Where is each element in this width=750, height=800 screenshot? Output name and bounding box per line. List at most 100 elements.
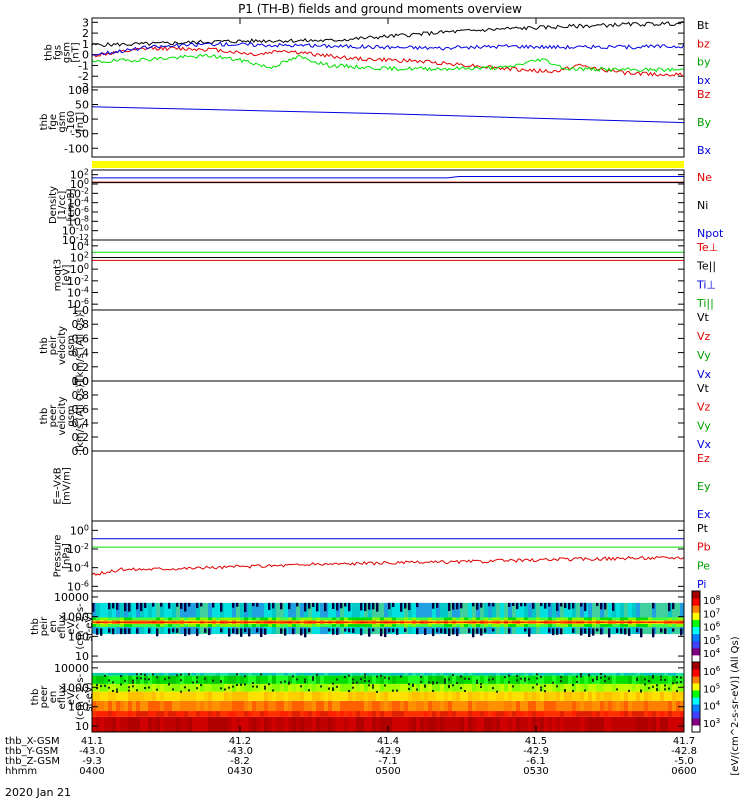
spectro-cell <box>252 621 257 623</box>
spectro-cell <box>260 683 265 692</box>
spectro-cell <box>216 675 221 684</box>
spectro-cell <box>136 689 138 692</box>
spectro-cell <box>356 681 358 684</box>
spectro-cell <box>240 711 245 717</box>
ylabel-peer_spectrogram-0: thb <box>30 689 41 706</box>
spectro-cell <box>504 675 509 684</box>
panel-moqt3: moqt3[eV]10410210010-210-410-6Te⊥Te||Ti⊥… <box>53 239 719 311</box>
ytick-label-fge: 50 <box>75 99 89 112</box>
spectro-cell <box>364 621 369 623</box>
spectro-cell <box>200 716 205 732</box>
legend-density-0: Ne <box>697 171 712 184</box>
spectro-cell <box>188 672 193 676</box>
spectro-cell <box>332 691 337 701</box>
spectro-cell <box>188 621 193 623</box>
spectro-cell <box>540 675 545 684</box>
ytick-label-density: 102 <box>70 168 89 182</box>
spectro-cell <box>428 672 433 676</box>
spectro-cell <box>308 716 313 732</box>
spectro-cell <box>232 621 237 623</box>
ytick-label-fgs: 0 <box>82 49 89 62</box>
spectro-cell <box>348 716 353 732</box>
spectro-cell <box>252 675 257 684</box>
spectro-cell <box>148 678 150 681</box>
spectro-cell <box>120 672 125 676</box>
spectro-cell <box>572 675 577 684</box>
spectro-cell <box>204 628 207 633</box>
spectro-cell <box>664 679 666 681</box>
spectro-cell <box>372 686 374 689</box>
spectro-cell <box>460 711 465 717</box>
spectro-cell <box>384 672 389 676</box>
spectro-cell <box>196 602 199 608</box>
spectro-cell <box>568 716 573 732</box>
spectro-cell <box>412 684 414 687</box>
spectro-cell <box>116 621 121 623</box>
spectro-cell <box>360 675 365 684</box>
spectro-cell <box>124 700 129 712</box>
spectro-cell <box>176 674 178 677</box>
spectro-cell <box>408 716 413 732</box>
spectro-cell <box>204 675 209 684</box>
spectro-cell <box>320 691 325 701</box>
spectro-cell <box>448 684 450 687</box>
spectro-cell <box>632 700 637 712</box>
spectro-cell <box>492 716 497 732</box>
spectro-cell <box>416 628 419 635</box>
spectro-cell <box>272 689 274 692</box>
spectro-cell <box>524 683 529 692</box>
spectro-cell <box>668 672 673 676</box>
spectro-cell <box>168 683 170 686</box>
spectro-cell <box>324 683 329 692</box>
spectro-cell <box>544 602 547 609</box>
colorbar-segment <box>692 654 700 663</box>
spectro-cell <box>424 716 429 732</box>
ylabel-fge-3: -160 <box>66 111 77 134</box>
spectro-cell <box>280 621 285 623</box>
spectro-cell <box>668 675 673 684</box>
spectro-cell <box>432 716 437 732</box>
colorbar-segment <box>692 619 700 627</box>
spectro-cell <box>256 691 261 701</box>
spectro-cell <box>436 683 441 692</box>
spectro-cell <box>168 621 173 623</box>
spectro-cell <box>212 711 217 717</box>
spectro-cell <box>312 691 317 701</box>
spectro-cell <box>460 672 465 676</box>
spectro-cell <box>192 691 197 701</box>
spectro-cell <box>536 683 541 692</box>
spectro-cell <box>196 691 201 701</box>
spectro-cell <box>580 672 585 676</box>
spectro-cell <box>540 689 542 692</box>
spectro-cell <box>604 683 609 692</box>
ytick-label-density: 10-2 <box>67 186 89 200</box>
spectro-cell <box>196 621 201 623</box>
date-label: 2020 Jan 21 <box>5 786 71 799</box>
colorbar-label: [eV/(cm^2-s-sr-eV)] (All Qs) <box>730 636 741 775</box>
spectro-cell <box>356 672 361 676</box>
spectro-cell <box>472 602 475 607</box>
spectro-cell <box>492 691 497 701</box>
spectro-cell <box>408 711 413 717</box>
legend-pressure-1: Pb <box>697 541 711 554</box>
spectro-cell <box>360 716 365 732</box>
spectro-cell <box>180 673 182 676</box>
spectro-cell <box>364 675 369 684</box>
spectro-cell <box>584 691 589 701</box>
panel-peer_spectrogram: thbpeerenefluxeV/(cm^2-s-sr-eV)100001000… <box>30 661 721 733</box>
spectro-cell <box>388 672 393 676</box>
spectro-cell <box>140 683 145 692</box>
spectro-cell <box>352 686 354 689</box>
spectro-cell <box>336 683 341 692</box>
ylabel-density-0: Density <box>48 186 59 224</box>
spectro-cell <box>492 700 497 712</box>
spectro-cell <box>348 672 353 676</box>
spectro-cell <box>548 675 553 684</box>
spectro-cell <box>636 691 641 701</box>
spectro-cell <box>188 602 191 607</box>
spectro-cell <box>160 672 165 676</box>
spectro-cell <box>628 628 631 636</box>
spectro-cell <box>268 602 271 610</box>
spectro-cell <box>348 700 353 712</box>
spectro-cell <box>408 683 410 686</box>
